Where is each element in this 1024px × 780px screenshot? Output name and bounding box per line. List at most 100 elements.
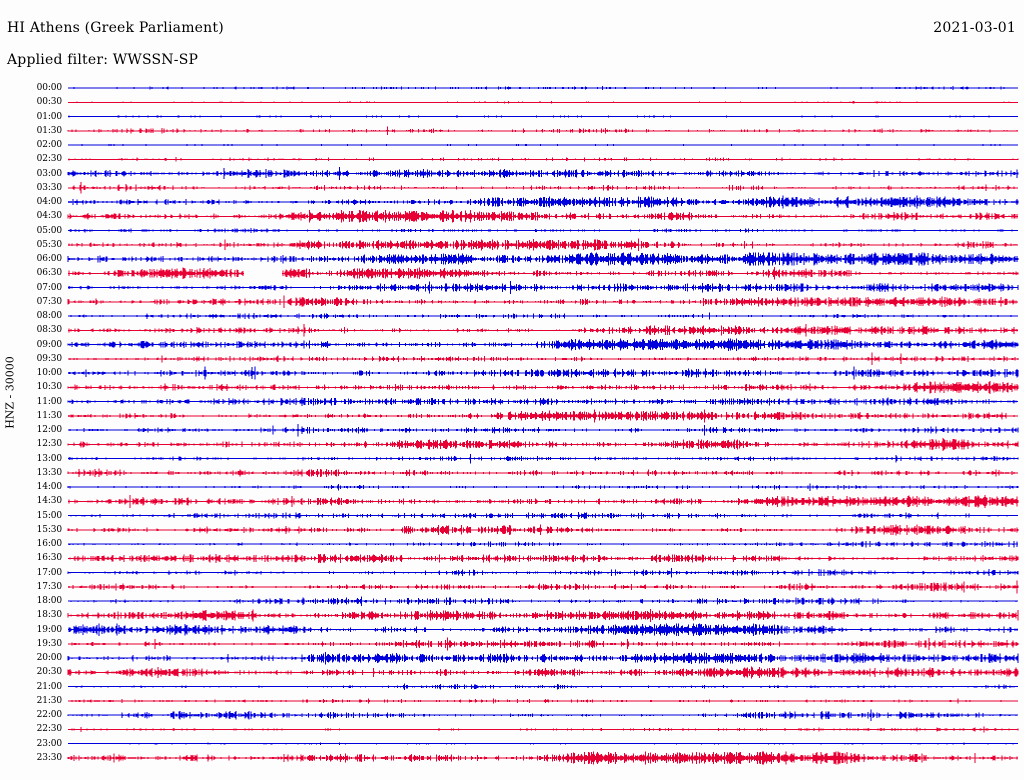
time-row-label: 10:30 (36, 382, 63, 393)
time-row-label: 02:00 (36, 140, 63, 151)
time-row-label: 07:00 (36, 282, 63, 293)
helicorder-trace-row (68, 228, 1018, 234)
time-row-label: 11:30 (36, 410, 63, 421)
time-row-label: 03:00 (36, 168, 63, 179)
time-row-label: 05:30 (36, 239, 63, 250)
helicorder-trace-row (68, 698, 1018, 704)
time-row-label: 02:30 (36, 154, 63, 165)
time-row-label: 08:00 (36, 311, 63, 322)
helicorder-trace-row (68, 281, 1019, 294)
helicorder-trace-row (68, 683, 1018, 691)
helicorder-trace-row (68, 580, 1019, 594)
page-title: HI Athens (Greek Parliament) (7, 20, 224, 36)
time-row-label: 06:30 (36, 268, 63, 279)
time-row-label: 20:00 (36, 653, 63, 664)
helicorder-trace-row (67, 252, 1019, 266)
time-row-label: 13:00 (36, 453, 63, 464)
helicorder-trace-row (68, 157, 1019, 162)
date-label: 2021-03-01 (933, 20, 1016, 36)
time-row-label: 16:00 (36, 539, 63, 550)
time-row-label: 01:30 (36, 125, 63, 136)
helicorder-trace-row (67, 438, 1019, 451)
time-row-label: 16:30 (36, 553, 63, 564)
helicorder-trace-row (68, 495, 1019, 508)
time-row-label: 12:30 (36, 439, 63, 450)
time-row-label: 18:30 (36, 610, 63, 621)
time-row-label: 17:30 (36, 581, 63, 592)
helicorder-trace-row (67, 609, 1019, 622)
time-row-label: 23:30 (36, 753, 63, 763)
time-row-label: 09:30 (36, 353, 63, 364)
helicorder-trace-row (68, 115, 1018, 118)
time-row-label: 18:00 (36, 596, 63, 607)
time-row-label: 04:30 (36, 211, 63, 222)
time-row-label: 03:30 (36, 182, 63, 193)
time-row-label: 09:00 (36, 339, 63, 350)
time-row-label: 21:30 (36, 695, 63, 706)
helicorder-trace-row (67, 209, 1018, 223)
helicorder-trace-row (67, 397, 1018, 406)
helicorder-trace-row (67, 666, 1019, 679)
time-row-label: 01:00 (36, 111, 63, 122)
helicorder-trace-row (68, 512, 1018, 520)
helicorder-trace-row (67, 751, 1018, 765)
helicorder-trace-row (67, 295, 1018, 309)
helicorder-trace-row (68, 312, 1018, 320)
time-row-label: 11:00 (36, 396, 63, 407)
helicorder-trace-row (67, 381, 1019, 394)
helicorder-trace-row (67, 483, 1019, 491)
helicorder-trace-row (67, 651, 1019, 665)
time-row-label: 06:00 (36, 254, 63, 265)
helicorder-trace-row (68, 101, 1018, 104)
helicorder-trace-row (68, 144, 1018, 146)
helicorder-trace-row (67, 524, 1019, 536)
helicorder-trace-row (67, 338, 1019, 351)
helicorder-trace-row (67, 126, 1018, 135)
helicorder-trace-row (68, 637, 1019, 651)
time-row-label: 17:00 (36, 567, 63, 578)
time-row-label: 15:00 (36, 510, 63, 521)
helicorder-trace-row (68, 238, 1018, 252)
time-row-label: 13:30 (36, 467, 63, 478)
helicorder-trace-row (68, 85, 1018, 91)
helicorder-trace-row (68, 553, 1019, 563)
helicorder-trace-row (68, 182, 1018, 194)
time-row-label: 22:00 (36, 710, 63, 721)
helicorder-trace-row (68, 453, 1019, 464)
time-row-label: 21:00 (36, 681, 63, 692)
helicorder-trace-row (67, 167, 1019, 180)
time-row-label: 00:00 (36, 83, 63, 93)
time-row-label: 00:30 (36, 97, 63, 108)
helicorder-trace-row (68, 323, 1018, 337)
time-row-label: 19:30 (36, 638, 63, 649)
time-row-label: 14:30 (36, 496, 63, 507)
helicorder-trace-row (68, 596, 1018, 606)
helicorder-trace-row (68, 623, 1018, 637)
time-row-label: 19:00 (36, 624, 63, 635)
time-row-label: 22:30 (36, 724, 63, 735)
time-row-label: 07:30 (36, 296, 63, 307)
helicorder-trace-row (68, 742, 1018, 746)
helicorder-trace-row (68, 726, 1019, 733)
helicorder-trace-row (67, 468, 1018, 478)
helicorder-trace-row (68, 366, 1019, 380)
time-row-label: 04:00 (36, 197, 63, 208)
time-row-label: 10:00 (36, 368, 63, 379)
helicorder-trace-row (68, 352, 1019, 366)
helicorder-trace-row (67, 567, 1019, 578)
helicorder-trace-row (68, 423, 1019, 437)
helicorder-trace-row (68, 266, 1019, 280)
helicorder-trace-row (68, 195, 1019, 209)
time-row-label: 14:00 (36, 482, 63, 493)
time-row-label: 12:00 (36, 425, 63, 436)
time-row-label: 08:30 (36, 325, 63, 336)
helicorder-trace-row (67, 709, 1018, 721)
helicorder-plot: 00:00 00:30 01:00 01:30 02:00 02:30 03:00 03:30… (0, 80, 1024, 770)
helicorder-trace-row (68, 540, 1018, 548)
time-row-label: 05:00 (36, 225, 63, 236)
time-row-label: 15:30 (36, 524, 63, 535)
time-row-label: 20:30 (36, 667, 63, 678)
applied-filter-label: Applied filter: WWSSN-SP (7, 52, 199, 68)
helicorder-canvas (67, 85, 1019, 765)
